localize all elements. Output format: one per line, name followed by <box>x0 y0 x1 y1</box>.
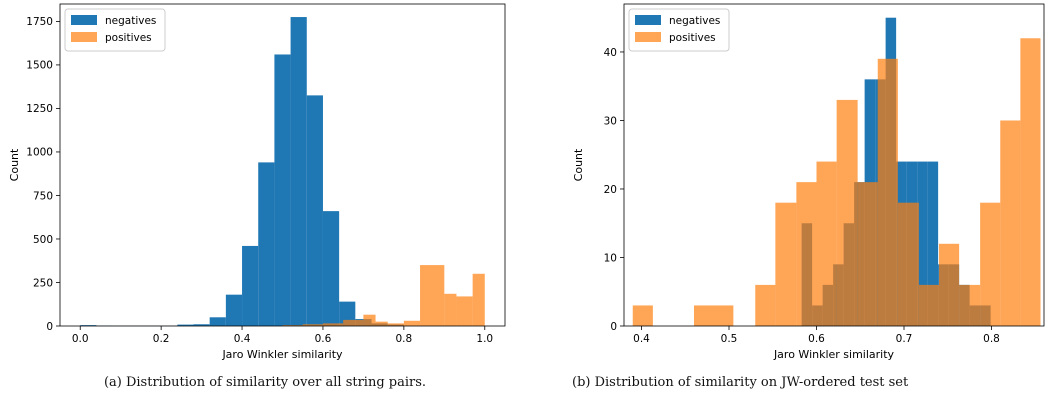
chart-a-positives-bar-3 <box>343 319 364 326</box>
chart-b-x-tick-label-2: 0.6 <box>808 333 825 345</box>
chart-a-positives-bar-1 <box>302 324 323 326</box>
chart-b-positives-bar-5 <box>816 161 837 326</box>
chart-b-positives-bar-12 <box>939 243 960 326</box>
chart-a-y-tick-label-4: 1000 <box>26 147 53 159</box>
chart-b-negatives-bar-12 <box>927 161 939 326</box>
chart-b-x-tick-label-4: 0.8 <box>983 333 1000 345</box>
caption-a: (a) Distribution of similarity over all … <box>103 375 427 390</box>
chart-a-y-tick-label-0: 0 <box>46 321 53 333</box>
chart-b-positives-bar-8 <box>877 58 887 327</box>
chart-b-x-axis-label: Jaro Winkler similarity <box>773 348 895 361</box>
chart-b-positives-bar-11 <box>918 284 939 326</box>
chart-a-positives-bar-7 <box>403 320 421 326</box>
chart-a-negatives-bar-13 <box>290 17 307 327</box>
chart-b-positives-bar-16 <box>1020 38 1041 327</box>
chart-a-negatives-bar-7 <box>193 324 210 326</box>
chart-a-legend-swatch-positives <box>71 32 97 42</box>
chart-a-x-axis-label: Jaro Winkler similarity <box>221 348 343 361</box>
chart-b-positives-bar-1 <box>694 305 734 326</box>
chart-a-positives-bar-4 <box>363 314 376 326</box>
chart-b-positives-bar-4 <box>796 182 817 326</box>
chart-a-y-tick-label-2: 500 <box>33 234 53 246</box>
chart-a-positives-bar-9 <box>444 293 457 326</box>
chart-b-y-tick-label-3: 30 <box>604 115 617 127</box>
chart-a-y-tick-label-7: 1750 <box>26 16 53 28</box>
chart-a-y-tick-label-1: 250 <box>33 277 53 289</box>
chart-a-x-tick-label-0: 0.0 <box>72 333 89 345</box>
chart-a-legend-swatch-negatives <box>71 15 97 25</box>
chart-b-y-axis-label: Count <box>572 148 585 181</box>
chart-b-positives-bar-6 <box>836 99 858 327</box>
chart-a-negatives-bar-6 <box>177 324 194 326</box>
chart-a-positives-bar-8 <box>420 265 445 326</box>
chart-b-y-tick-label-0: 0 <box>610 321 617 333</box>
chart-a-axes-frame <box>59 3 506 327</box>
histogram-chart-b: 0.4 0.5 0.6 0.7 0.8 0 10 20 30 40 Jaro Winkler sim… <box>572 3 1045 361</box>
chart-a-y-tick-label-6: 1500 <box>26 60 53 72</box>
chart-a-x-tick-label-3: 0.6 <box>315 333 332 345</box>
chart-b-x-tick-label-1: 0.5 <box>721 333 738 345</box>
chart-a-x-tick-label-2: 0.4 <box>234 333 251 345</box>
chart-b-legend-label-positives: positives <box>669 32 716 44</box>
chart-b-y-tick-label-4: 40 <box>604 47 617 59</box>
chart-a-legend-label-negatives: negatives <box>105 15 156 27</box>
chart-b-y-tick-label-1: 10 <box>604 252 617 264</box>
chart-a-positives-bar-2 <box>322 323 344 326</box>
chart-b-positives-bar-14 <box>980 202 1001 326</box>
chart-b-x-tick-label-0: 0.4 <box>633 333 650 345</box>
chart-b-positives-bar-2 <box>755 284 776 326</box>
chart-b-positives-bar-13 <box>959 284 981 326</box>
chart-a-y-tick-label-3: 750 <box>33 190 53 202</box>
caption-b: (b) Distribution of similarity on JW-ord… <box>572 375 909 390</box>
chart-b-positives-bar-9 <box>886 58 898 327</box>
chart-a-positives-bar-11 <box>472 273 485 326</box>
chart-a-negatives-bar-14 <box>306 95 323 326</box>
chart-a-negatives-bar-11 <box>258 162 275 326</box>
chart-b-legend-label-negatives: negatives <box>669 15 720 27</box>
chart-a-negatives-bar-0 <box>80 325 97 326</box>
chart-a-legend-label-positives: positives <box>105 32 152 44</box>
chart-a-negatives-bar-12 <box>274 54 291 326</box>
chart-b-y-tick-label-2: 20 <box>604 184 617 196</box>
chart-b-positives-bar-15 <box>1000 120 1021 327</box>
chart-a-negatives-bar-15 <box>322 211 340 326</box>
chart-b-legend-swatch-positives <box>635 32 661 42</box>
chart-a-y-tick-label-5: 1250 <box>26 103 53 115</box>
histogram-chart-a: 0.0 0.2 0.4 0.6 0.8 1.0 0 250 500 750 1000 1250 1500… <box>8 3 506 361</box>
chart-b-positives-bar-0 <box>632 305 653 326</box>
chart-b-x-tick-label-3: 0.7 <box>896 333 913 345</box>
chart-b-positives-bar-10 <box>897 202 919 326</box>
chart-b-axes-frame <box>623 3 1045 327</box>
chart-b-negatives-bar-11 <box>917 161 928 326</box>
chart-b-positives-bar-3 <box>775 202 797 326</box>
chart-a-y-axis-label: Count <box>8 148 21 181</box>
chart-a-negatives-bar-10 <box>242 245 259 326</box>
chart-b-positives-bar-7 <box>857 182 878 326</box>
chart-a-x-tick-label-5: 1.0 <box>476 333 493 345</box>
chart-a-positives-bar-10 <box>456 296 473 326</box>
chart-a-positives-bar-5 <box>375 321 388 326</box>
chart-a-positives-bar-6 <box>387 323 404 326</box>
chart-a-negatives-bar-9 <box>225 294 243 326</box>
chart-a-negatives-bar-8 <box>209 317 226 326</box>
chart-a-x-tick-label-4: 0.8 <box>396 333 413 345</box>
chart-a-positives-bar-0 <box>282 325 303 326</box>
chart-a-x-tick-label-1: 0.2 <box>153 333 170 345</box>
chart-b-legend-swatch-negatives <box>635 15 661 25</box>
